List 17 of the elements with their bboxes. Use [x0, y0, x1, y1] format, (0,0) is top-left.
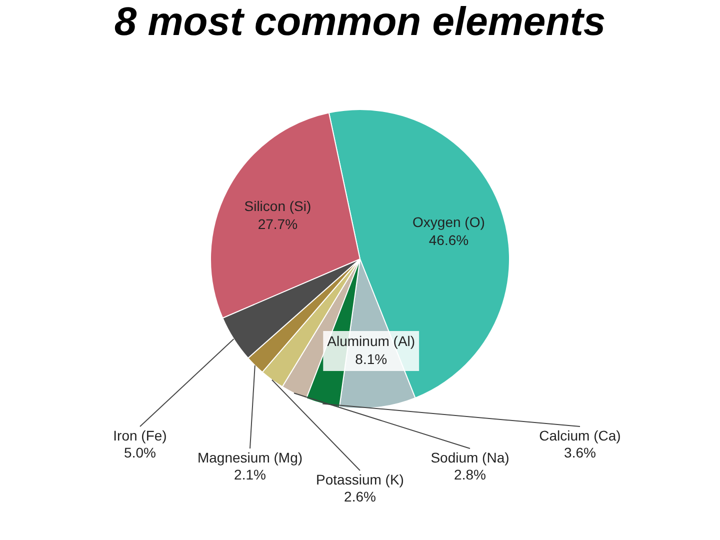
slice-label: Oxygen (O)	[412, 214, 485, 230]
slice-label: Iron (Fe)	[113, 427, 167, 444]
data-label: 2.1%	[234, 466, 266, 482]
data-label: 5.0%	[124, 444, 156, 460]
slice-label: Sodium (Na)	[430, 449, 510, 466]
data-label: 2.6%	[344, 488, 376, 504]
slice-label: Calcium (Ca)	[539, 427, 621, 444]
chart-title: 8 most common elements	[113, 0, 607, 46]
slice-label: Potassium (K)	[316, 471, 404, 488]
data-label: 46.6%	[428, 232, 469, 248]
slice-label: Silicon (Si)	[244, 198, 312, 214]
slice-label: Magnesium (Mg)	[197, 449, 303, 466]
data-label: 2.8%	[454, 466, 486, 482]
slice-label: Aluminum (Al)	[327, 332, 416, 349]
data-label: 3.6%	[564, 444, 596, 460]
data-label: 27.7%	[258, 216, 298, 232]
data-label: 8.1%	[355, 350, 388, 367]
